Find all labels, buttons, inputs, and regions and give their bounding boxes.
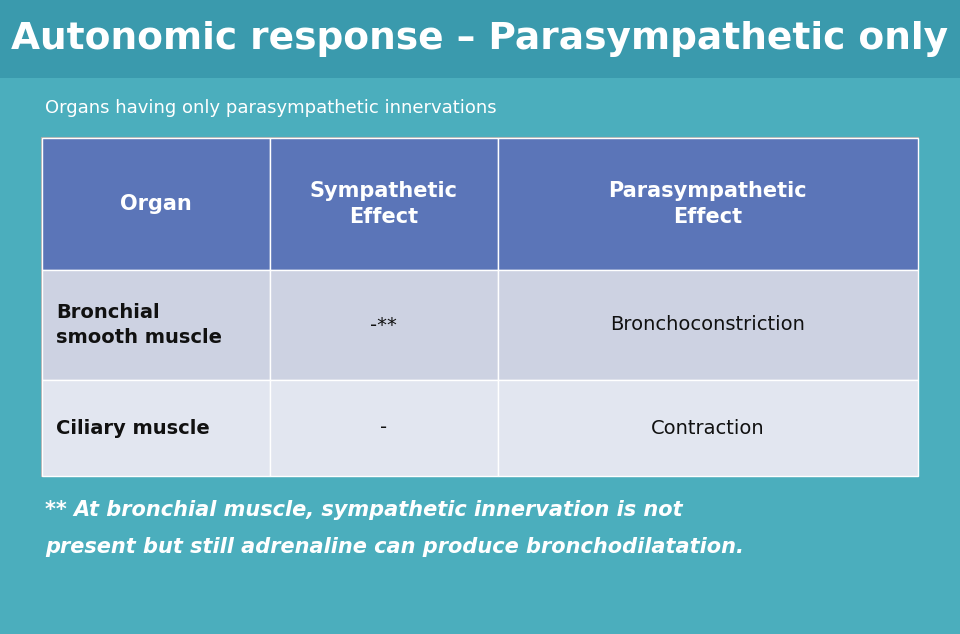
Text: Organs having only parasympathetic innervations: Organs having only parasympathetic inner… (45, 99, 496, 117)
Text: Organ: Organ (120, 194, 192, 214)
Text: -**: -** (371, 316, 397, 335)
FancyBboxPatch shape (270, 270, 497, 380)
Text: Bronchoconstriction: Bronchoconstriction (611, 316, 805, 335)
Text: -: - (380, 418, 387, 437)
FancyBboxPatch shape (497, 380, 918, 476)
Text: Parasympathetic
Effect: Parasympathetic Effect (609, 181, 807, 227)
Text: Contraction: Contraction (651, 418, 764, 437)
FancyBboxPatch shape (270, 380, 497, 476)
FancyBboxPatch shape (270, 138, 497, 270)
Text: present but still adrenaline can produce bronchodilatation.: present but still adrenaline can produce… (45, 537, 744, 557)
Text: Autonomic response – Parasympathetic only: Autonomic response – Parasympathetic onl… (12, 21, 948, 57)
Text: Sympathetic
Effect: Sympathetic Effect (310, 181, 458, 227)
FancyBboxPatch shape (0, 0, 960, 78)
FancyBboxPatch shape (42, 380, 270, 476)
FancyBboxPatch shape (42, 270, 270, 380)
FancyBboxPatch shape (497, 270, 918, 380)
FancyBboxPatch shape (497, 138, 918, 270)
Text: Bronchial
smooth muscle: Bronchial smooth muscle (56, 303, 222, 347)
Text: ** At bronchial muscle, sympathetic innervation is not: ** At bronchial muscle, sympathetic inne… (45, 500, 683, 520)
FancyBboxPatch shape (42, 138, 270, 270)
Text: Ciliary muscle: Ciliary muscle (56, 418, 209, 437)
